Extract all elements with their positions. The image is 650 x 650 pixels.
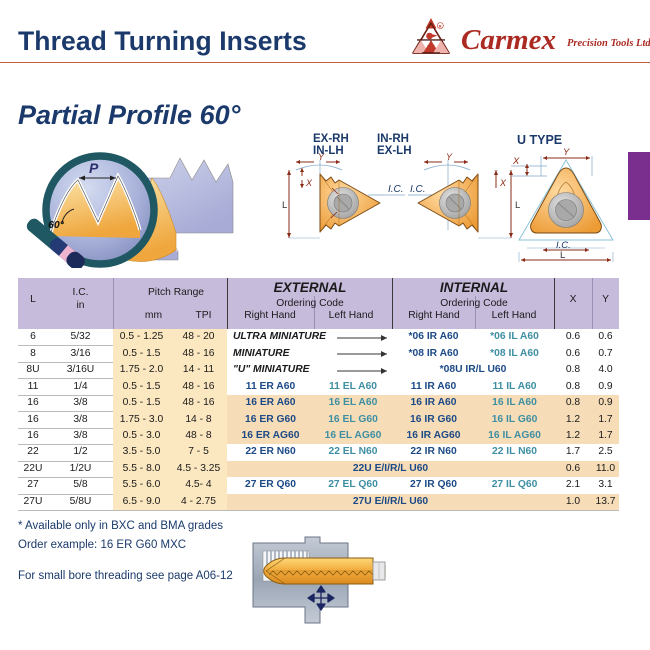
svg-text:U TYPE: U TYPE: [517, 133, 562, 147]
svg-text:Y: Y: [446, 152, 453, 162]
svg-text:X: X: [499, 178, 507, 188]
svg-text:R: R: [439, 24, 442, 28]
svg-text:X: X: [305, 178, 313, 188]
svg-text:X: X: [512, 156, 520, 167]
svg-text:L: L: [560, 250, 565, 261]
svg-text:EX-RH: EX-RH: [313, 133, 349, 145]
svg-text:Precision Tools Ltd.: Precision Tools Ltd.: [567, 38, 650, 49]
svg-text:L: L: [282, 200, 287, 211]
svg-text:Carmex: Carmex: [461, 24, 556, 56]
svg-text:I.C.: I.C.: [410, 184, 426, 195]
svg-text:Y: Y: [318, 152, 325, 162]
svg-text:EX-LH: EX-LH: [377, 145, 412, 157]
svg-text:P: P: [89, 160, 99, 176]
svg-text:I.C.: I.C.: [388, 184, 404, 195]
svg-text:Y: Y: [563, 147, 570, 158]
svg-text:IN-RH: IN-RH: [377, 133, 409, 145]
svg-text:60°: 60°: [48, 219, 65, 231]
svg-text:L: L: [515, 200, 520, 211]
